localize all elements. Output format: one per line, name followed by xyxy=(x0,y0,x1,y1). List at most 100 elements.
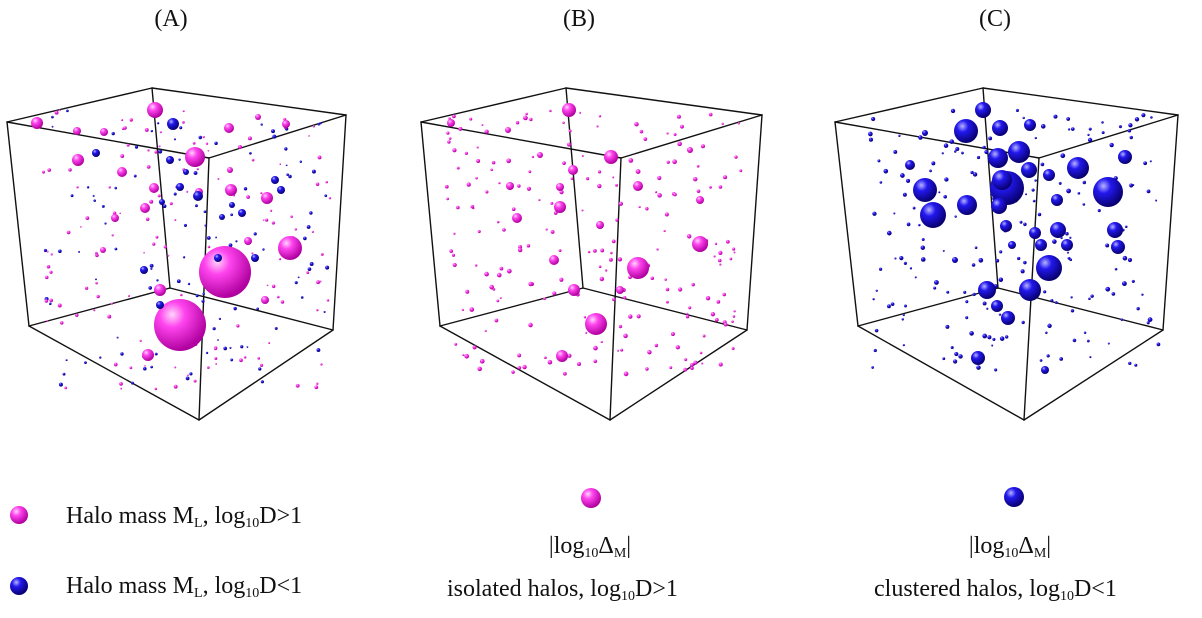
halo-magenta xyxy=(616,286,624,294)
halo-speck xyxy=(672,159,677,165)
halo-speck xyxy=(469,117,473,121)
halo-speck xyxy=(299,160,303,163)
halo-speck xyxy=(1134,363,1138,367)
halo-speck xyxy=(215,362,218,365)
halo-speck xyxy=(286,173,289,176)
halo-speck xyxy=(50,253,53,256)
halo-speck xyxy=(207,149,210,152)
halo-speck xyxy=(1025,193,1028,196)
halo-speck xyxy=(600,248,605,253)
halo-speck xyxy=(214,347,218,351)
halo-magenta xyxy=(185,147,205,167)
halo-speck xyxy=(147,149,150,152)
halo-speck xyxy=(871,117,876,122)
halo-speck xyxy=(515,121,520,125)
halo-speck xyxy=(484,129,489,134)
halo-speck xyxy=(999,250,1003,254)
halo-speck xyxy=(315,182,320,187)
halo-speck xyxy=(477,366,483,372)
halo-speck xyxy=(319,280,322,283)
halo-speck xyxy=(272,134,277,139)
halo-speck xyxy=(639,129,644,134)
halo-speck xyxy=(666,132,669,135)
halo-speck xyxy=(900,173,905,178)
halo-speck xyxy=(235,240,238,243)
halo-speck xyxy=(943,143,949,148)
halo-speck xyxy=(902,313,905,317)
halo-speck xyxy=(150,365,154,369)
halo-speck xyxy=(325,265,330,270)
halo-speck xyxy=(549,109,552,113)
halo-speck xyxy=(965,300,969,304)
halo-speck xyxy=(218,317,222,321)
halo-speck xyxy=(290,215,293,218)
halo-speck xyxy=(615,183,619,187)
halo-speck xyxy=(75,313,79,317)
halo-speck xyxy=(702,334,706,338)
halo-speck xyxy=(129,118,133,122)
halo-speck xyxy=(517,365,522,370)
cube-b-edge-F3-F4 xyxy=(609,329,748,421)
halo-magenta xyxy=(568,284,580,296)
cube-a-edge-B3-B4 xyxy=(208,114,347,159)
halo-speck xyxy=(477,230,481,234)
halo-speck xyxy=(612,297,616,302)
halo-speck xyxy=(559,277,564,282)
halo-speck xyxy=(66,109,69,113)
halo-speck xyxy=(112,211,117,215)
halo-speck xyxy=(462,354,465,357)
cube-c-edge-F3-F4 xyxy=(1023,329,1164,421)
halo-speck xyxy=(446,197,450,201)
legend-marker-magenta xyxy=(10,506,28,524)
halo-speck xyxy=(1156,342,1161,347)
halo-speck xyxy=(581,209,584,212)
halo-speck xyxy=(1114,267,1118,271)
halo-magenta xyxy=(585,313,607,335)
halo-magenta xyxy=(147,102,163,118)
halo-speck xyxy=(119,381,123,386)
halo-speck xyxy=(1058,181,1062,185)
halo-speck xyxy=(1107,342,1110,345)
halo-speck xyxy=(144,364,146,367)
halo-speck xyxy=(1045,331,1048,335)
halo-speck xyxy=(949,139,955,144)
halo-magenta xyxy=(149,183,159,193)
halo-speck xyxy=(699,351,703,355)
halo-speck xyxy=(195,294,199,298)
halo-speck xyxy=(173,192,177,196)
halo-speck xyxy=(654,190,658,194)
halo-speck xyxy=(206,236,211,240)
halo-speck xyxy=(326,299,330,302)
halo-blue xyxy=(156,301,164,309)
halo-speck xyxy=(600,340,603,344)
halo-speck xyxy=(570,177,574,181)
cube-a-edge-B4-F4 xyxy=(198,157,210,421)
halo-speck xyxy=(249,151,252,155)
halo-speck xyxy=(518,244,523,249)
cube-b-edge-B2-B3 xyxy=(565,87,763,116)
halo-speck xyxy=(1120,318,1124,321)
halo-blue xyxy=(913,178,937,202)
halo-blue xyxy=(1029,227,1041,239)
halo-speck xyxy=(525,112,528,116)
halo-speck xyxy=(617,349,620,352)
halo-speck xyxy=(714,318,719,322)
halo-speck xyxy=(1046,354,1050,358)
halo-speck xyxy=(1077,191,1081,195)
halo-speck xyxy=(693,360,698,365)
halo-blue xyxy=(992,170,1012,190)
halo-speck xyxy=(85,216,90,221)
halo-speck xyxy=(312,169,316,174)
halo-speck xyxy=(568,129,572,133)
halo-speck xyxy=(1023,260,1027,265)
halo-speck xyxy=(1136,307,1140,311)
halo-speck xyxy=(982,301,987,306)
halo-speck xyxy=(657,193,662,198)
legend-c-clustered: clustered halos, log10D<1 xyxy=(874,576,1117,604)
halo-speck xyxy=(60,321,64,325)
halo-speck xyxy=(683,367,688,372)
halo-speck xyxy=(899,256,904,261)
halo-speck xyxy=(1111,292,1116,296)
halo-speck xyxy=(978,257,984,263)
halo-speck xyxy=(484,329,487,333)
